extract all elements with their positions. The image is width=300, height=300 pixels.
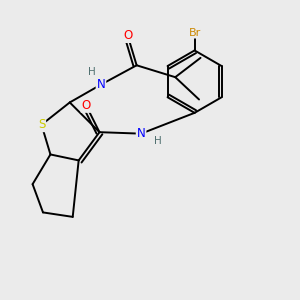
Text: O: O [82, 99, 91, 112]
Text: N: N [97, 78, 105, 91]
Text: O: O [123, 29, 132, 42]
Text: N: N [137, 127, 146, 140]
Text: S: S [38, 118, 45, 131]
Text: H: H [88, 67, 96, 77]
Text: Br: Br [188, 28, 201, 38]
Text: H: H [154, 136, 161, 146]
